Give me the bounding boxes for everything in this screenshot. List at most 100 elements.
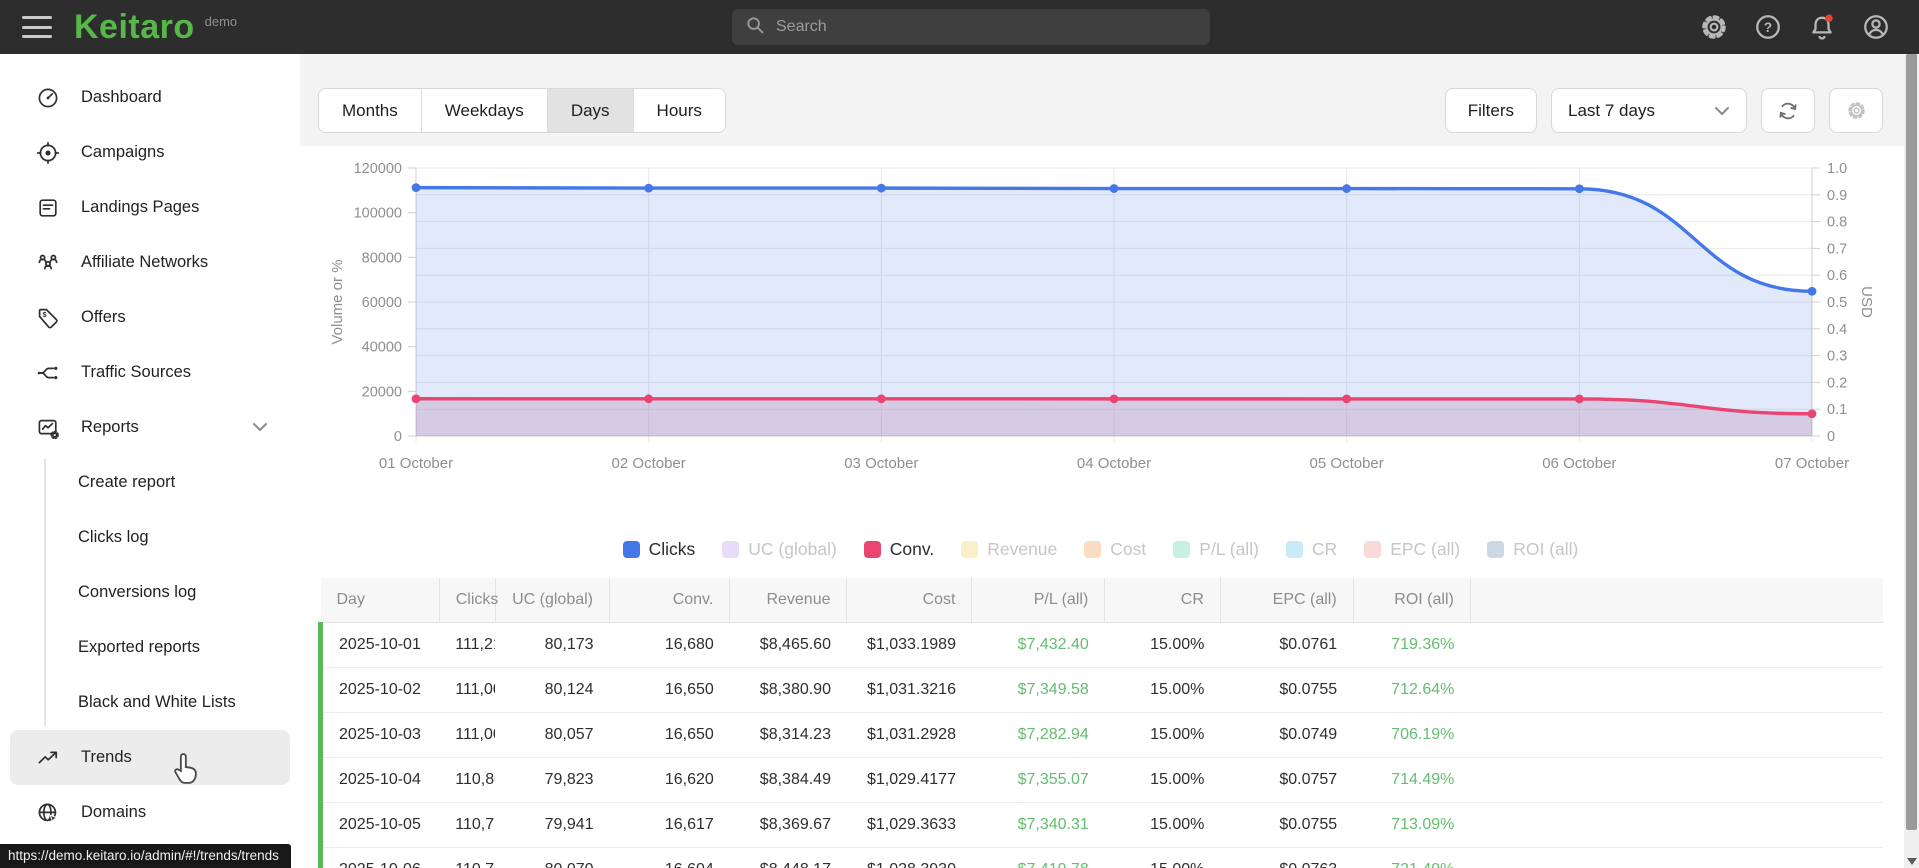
table-cell: 16,620 [609,757,730,803]
date-range-select[interactable]: Last 7 days [1551,88,1747,133]
table-cell: 713.09% [1353,802,1471,848]
sidebar-item-label: Campaigns [81,143,165,161]
column-header[interactable]: Revenue [729,578,848,623]
sidebar-subitem-black-and-white-lists[interactable]: Black and White Lists [10,675,290,730]
table-cell: $8,465.60 [729,622,847,668]
svg-text:60000: 60000 [362,295,402,311]
legend-item-cost[interactable]: Cost [1084,539,1146,560]
table-cell: $7,282.94 [971,712,1105,758]
legend-item-roi-all-[interactable]: ROI (all) [1487,539,1578,560]
top-bar: Keitaro demo ? [0,0,1919,54]
search-icon [744,14,766,41]
user-account-icon[interactable] [1861,12,1891,42]
column-header[interactable]: P/L (all) [971,578,1106,623]
sidebar-subitem-exported-reports[interactable]: Exported reports [10,620,290,675]
refresh-button[interactable] [1761,88,1815,133]
table-cell: 721.49% [1353,847,1471,868]
sidebar: Dashboard Campaigns Landings Pages Affiliat… [0,54,300,868]
refresh-icon [1779,102,1797,119]
trends-line-chart[interactable]: 0 0.1 0.2 0.3 0.4 0.5 0.6 0.7 0.8 0.9 1.0 01 Octobe… [318,152,1881,509]
table-cell: $1,033.1989 [846,622,972,668]
help-icon[interactable]: ? [1753,12,1783,42]
sidebar-item-label: Offers [81,308,126,326]
tab-months[interactable]: Months [319,89,421,132]
table-cell: $7,419.78 [971,847,1105,868]
table-cell: 111,00 [439,712,496,758]
legend-item-conv-[interactable]: Conv. [863,539,934,560]
filters-button[interactable]: Filters [1444,88,1537,133]
sidebar-item-trends[interactable]: Trends [10,730,290,785]
column-header[interactable]: UC (global) [495,578,611,623]
sidebar-item-dashboard[interactable]: Dashboard [10,70,290,125]
app-logo[interactable]: Keitaro [74,7,195,46]
table-row[interactable]: 2025-10-03111,0080,05716,650$8,314.23$1,… [318,712,1883,758]
column-header[interactable]: CR [1104,578,1221,623]
legend-item-cr[interactable]: CR [1285,539,1337,560]
table-cell: $1,028.3930 [846,847,972,868]
svg-text:04 October: 04 October [1077,455,1151,472]
legend-item-epc-all-[interactable]: EPC (all) [1364,539,1460,560]
legend-item-uc-global-[interactable]: UC (global) [722,539,837,560]
sidebar-item-domains[interactable]: Domains [10,785,290,840]
svg-text:05 October: 05 October [1310,455,1384,472]
table-row[interactable]: 2025-10-04110,8079,82316,620$8,384.49$1,… [318,757,1883,803]
column-header[interactable]: Clicks [439,578,498,623]
table-cell: 110,70 [439,847,496,868]
scrollbar-thumb[interactable] [1906,54,1917,830]
table-cell: $7,355.07 [971,757,1105,803]
tab-hours[interactable]: Hours [632,89,725,132]
legend-swatch [1487,540,1505,558]
global-search[interactable] [732,9,1210,45]
legend-swatch [863,540,881,558]
sidebar-item-landings-pages[interactable]: Landings Pages [10,180,290,235]
sidebar-item-traffic-sources[interactable]: Traffic Sources [10,345,290,400]
scrollbar-down-arrow[interactable] [1907,858,1917,865]
sidebar-item-reports[interactable]: Reports [10,400,290,455]
tab-days[interactable]: Days [546,89,633,132]
table-cell: 16,650 [609,712,730,758]
sidebar-item-campaigns[interactable]: Campaigns [10,125,290,180]
table-cell: $1,029.4177 [846,757,972,803]
legend-item-clicks[interactable]: Clicks [622,538,696,560]
domains-icon [38,803,58,823]
table-cell: 79,941 [495,802,610,848]
settings-gear-icon[interactable] [1699,12,1729,42]
tab-weekdays[interactable]: Weekdays [420,89,547,132]
vertical-scrollbar[interactable] [1904,54,1919,868]
search-input[interactable] [776,18,1176,36]
sidebar-item-affiliate-networks[interactable]: Affiliate Networks [10,235,290,290]
svg-text:0.3: 0.3 [1827,349,1847,365]
column-header[interactable]: ROI (all) [1353,578,1471,623]
table-cell: 110,80 [439,757,496,803]
table-cell: $8,384.49 [729,757,847,803]
legend-item-revenue[interactable]: Revenue [961,539,1057,560]
notifications-bell-icon[interactable] [1807,12,1837,42]
table-row[interactable]: 2025-10-01111,2180,17316,680$8,465.60$1,… [318,622,1883,668]
table-row[interactable]: 2025-10-05110,7979,94116,617$8,369.67$1,… [318,802,1883,848]
legend-label: Cost [1110,538,1147,559]
table-cell: $1,031.2928 [846,712,972,758]
svg-text:0.1: 0.1 [1827,402,1847,418]
column-header[interactable]: EPC (all) [1220,578,1354,623]
legend-item-p-l-all-[interactable]: P/L (all) [1173,539,1259,560]
legend-label: Clicks [648,538,696,559]
column-header[interactable]: Day [320,578,440,623]
reports-icon [38,419,59,439]
table-cell: 15.00% [1104,622,1221,668]
sidebar-subitem-conversions-log[interactable]: Conversions log [10,565,290,620]
table-row[interactable]: 2025-10-06110,7080,07016,604$8,448.17$1,… [318,847,1883,868]
trends-icon [38,751,58,763]
sidebar-subitem-create-report[interactable]: Create report [10,455,290,510]
legend-swatch [722,540,740,558]
table-cell-filler [1470,667,1883,713]
column-header[interactable]: Cost [846,578,973,623]
sidebar-item-offers[interactable]: $ Offers [10,290,290,345]
column-header[interactable]: Conv. [609,578,731,623]
table-row[interactable]: 2025-10-02111,0080,12416,650$8,380.90$1,… [318,667,1883,713]
chevron-down-icon [1715,106,1729,115]
sidebar-item-label: Landings Pages [81,198,200,216]
chart-settings-button[interactable] [1829,88,1883,133]
hamburger-menu-icon[interactable] [22,16,52,38]
chevron-down-icon [253,423,267,432]
sidebar-subitem-clicks-log[interactable]: Clicks log [10,510,290,565]
